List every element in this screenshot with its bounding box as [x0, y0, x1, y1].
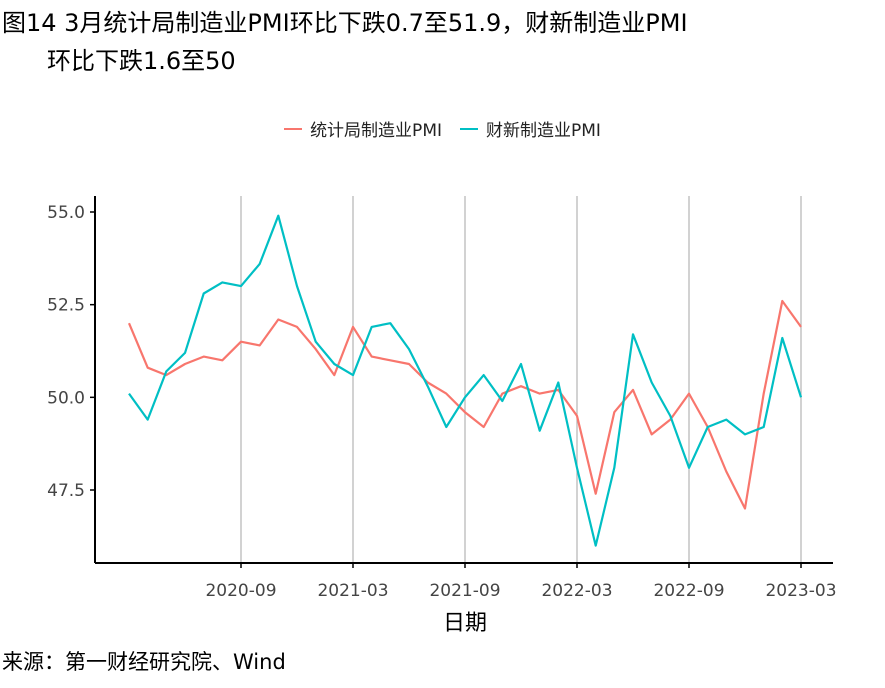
- y-tick-label: 55.0: [47, 203, 85, 223]
- source-note: 来源：第一财经研究院、Wind: [2, 650, 286, 674]
- chart-title-line2: 环比下跌1.6至50: [47, 47, 236, 75]
- y-tick-label: 52.5: [47, 296, 85, 316]
- y-tick-label: 50.0: [47, 388, 85, 408]
- legend-swatch-nbs: [284, 127, 303, 130]
- x-tick-label: 2020-09: [205, 581, 276, 601]
- grid-lines: [240, 196, 802, 563]
- series-lines: [127, 214, 803, 547]
- legend-label-nbs: 统计局制造业PMI: [310, 121, 442, 141]
- legend-swatch-caixin: [460, 127, 478, 130]
- chart-title-line1: 图14 3月统计局制造业PMI环比下跌0.7至51.9，财新制造业PMI: [2, 9, 688, 37]
- x-tick-label: 2021-09: [429, 581, 500, 601]
- x-tick-label: 2021-03: [317, 581, 388, 601]
- x-tick-label: 2022-03: [541, 581, 612, 601]
- axes: [90, 196, 833, 568]
- legend-item-nbs: 统计局制造业PMI: [284, 116, 442, 141]
- axis-labels: 47.5 50.0 52.5 55.0 2020-09 2021-03 2021-09 202…: [47, 203, 836, 636]
- x-tick-label: 2023-03: [765, 581, 836, 601]
- series-line-nbs: [127, 299, 802, 510]
- series-line-caixin: [128, 214, 803, 547]
- y-tick-label: 47.5: [47, 481, 85, 501]
- x-tick-label: 2022-09: [653, 581, 724, 601]
- x-axis-title: 日期: [443, 611, 487, 636]
- chart-title: 图14 3月统计局制造业PMI环比下跌0.7至51.9，财新制造业PMI 环比下…: [2, 4, 872, 80]
- legend: 统计局制造业PMI 财新制造业PMI: [0, 116, 885, 141]
- legend-item-caixin: 财新制造业PMI: [460, 116, 601, 141]
- legend-label-caixin: 财新制造业PMI: [486, 121, 601, 141]
